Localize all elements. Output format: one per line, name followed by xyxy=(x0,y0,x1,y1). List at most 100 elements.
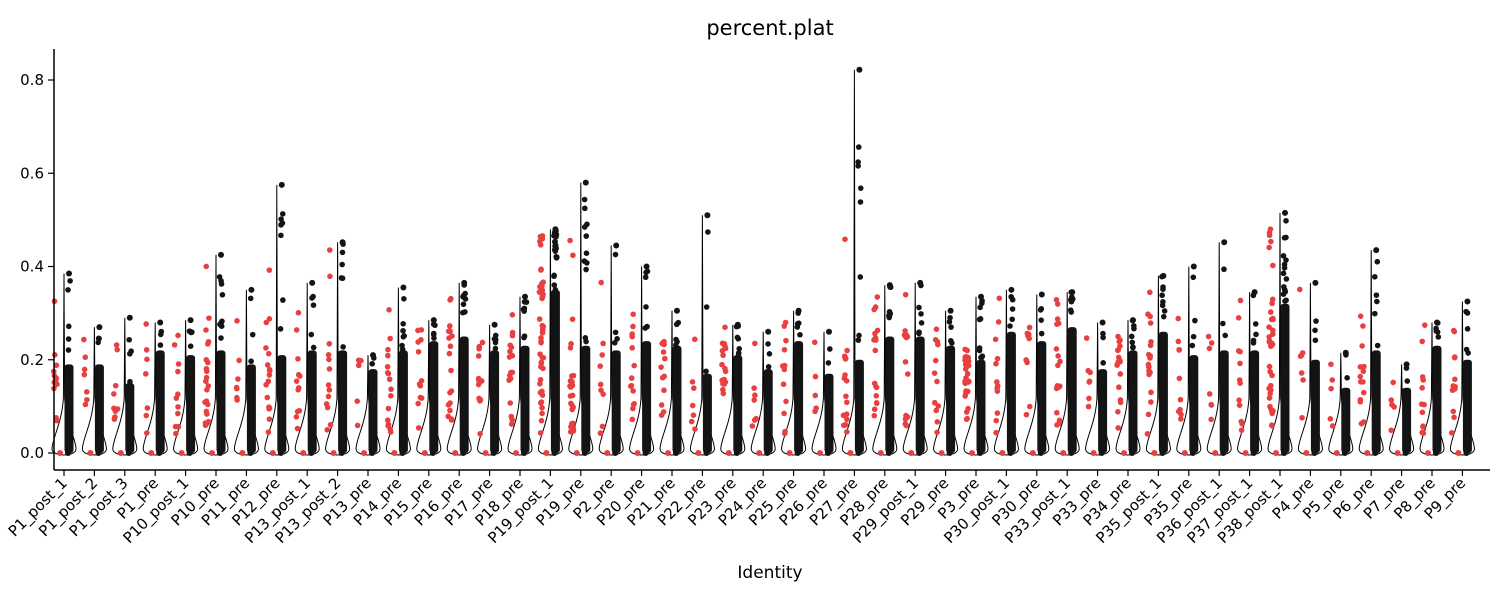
point-red xyxy=(658,364,664,370)
point-red xyxy=(446,350,453,357)
point-dark-outlier xyxy=(674,338,680,345)
dense-points-P30_pre xyxy=(1037,341,1047,453)
zero-point-red xyxy=(847,450,854,456)
point-red-outlier xyxy=(721,340,728,347)
point-red xyxy=(931,370,938,376)
point-red xyxy=(263,381,269,388)
point-red xyxy=(1270,327,1276,334)
point-dark-outlier xyxy=(1371,274,1378,280)
max-point-P18_pre xyxy=(522,293,528,300)
point-dark-outlier xyxy=(399,342,405,349)
point-dark-outlier xyxy=(1250,340,1257,346)
point-dark-outlier xyxy=(553,255,560,261)
point-dark-outlier xyxy=(612,251,619,258)
point-dark-outlier xyxy=(1344,374,1350,381)
point-red xyxy=(1239,421,1245,427)
point-dark-outlier xyxy=(1159,292,1165,299)
point-red xyxy=(874,327,881,334)
point-red xyxy=(569,402,575,409)
point-red xyxy=(1360,419,1367,425)
point-red xyxy=(1116,384,1122,391)
point-red xyxy=(688,418,695,425)
point-red xyxy=(1270,315,1276,322)
point-red xyxy=(994,410,1001,416)
point-red-outlier xyxy=(234,318,240,324)
point-dark-outlier xyxy=(1220,320,1226,327)
zero-point-red xyxy=(482,450,489,456)
point-dark-outlier xyxy=(551,232,557,239)
dense-points-P13_pre xyxy=(368,369,378,453)
point-dark-outlier xyxy=(1130,344,1136,350)
point-red xyxy=(964,415,971,422)
point-red xyxy=(994,379,1000,385)
point-red-outlier xyxy=(811,339,818,346)
point-dark-outlier xyxy=(825,360,832,366)
dense-points-P8_pre xyxy=(1432,345,1442,453)
point-dark-outlier xyxy=(1372,310,1378,317)
dense-points-P27_pre xyxy=(854,359,864,453)
point-dark-outlier xyxy=(916,329,922,335)
point-red-outlier xyxy=(1235,315,1242,321)
point-red xyxy=(1360,389,1367,396)
point-red-outlier xyxy=(1267,226,1274,233)
max-point-P13_post_2 xyxy=(339,239,346,246)
point-red xyxy=(751,385,757,391)
point-red-outlier xyxy=(113,342,120,348)
point-dark-outlier xyxy=(1131,322,1137,329)
point-dark-outlier xyxy=(95,335,102,342)
point-red xyxy=(1115,408,1121,415)
point-red xyxy=(1086,378,1093,385)
zero-point-red xyxy=(1242,450,1249,456)
max-point-P16_pre xyxy=(461,279,468,286)
point-red xyxy=(266,416,273,422)
point-dark-outlier xyxy=(703,304,710,310)
zero-point-dark xyxy=(1402,450,1409,456)
point-red xyxy=(233,384,240,391)
point-red-outlier xyxy=(263,319,270,326)
point-red xyxy=(843,393,849,400)
point-dark-outlier xyxy=(946,319,953,325)
max-point-P30_post_1 xyxy=(1008,286,1015,293)
point-dark-outlier xyxy=(157,342,164,348)
point-dark-outlier xyxy=(340,344,346,350)
dense-points-P37_post_1 xyxy=(1250,350,1260,453)
zero-point-red xyxy=(817,450,823,456)
point-dark-outlier xyxy=(280,297,286,303)
max-point-P20_pre xyxy=(643,263,650,270)
point-red xyxy=(1054,409,1060,416)
point-dark-outlier xyxy=(1100,334,1106,341)
point-dark-outlier xyxy=(186,328,193,335)
point-red xyxy=(143,347,150,353)
dense-points-P26_pre xyxy=(824,373,834,453)
point-red-outlier xyxy=(932,336,939,343)
zero-point-red xyxy=(756,450,763,456)
zero-point-dark xyxy=(1159,450,1166,456)
max-point-P28_pre xyxy=(886,282,893,289)
max-point-P35_pre xyxy=(1190,263,1197,270)
point-red xyxy=(630,401,637,408)
point-red xyxy=(780,381,787,388)
point-red xyxy=(385,352,391,359)
point-red xyxy=(144,356,150,363)
point-dark-outlier xyxy=(310,293,316,300)
max-point-P26_pre xyxy=(826,328,832,335)
max-point-P1_post_2 xyxy=(96,324,103,331)
point-dark-outlier xyxy=(462,290,468,297)
point-red xyxy=(539,404,545,411)
dense-points-P33_pre xyxy=(1098,369,1108,453)
point-red xyxy=(962,366,969,372)
point-red xyxy=(722,368,729,375)
point-red xyxy=(538,389,545,396)
point-dark-outlier xyxy=(249,331,256,338)
point-red-outlier xyxy=(509,312,516,318)
point-red xyxy=(1237,380,1243,386)
point-dark-outlier xyxy=(766,351,773,357)
point-red-outlier xyxy=(205,338,212,345)
point-red xyxy=(1145,361,1152,368)
zero-point-dark xyxy=(1250,450,1257,456)
point-dark-outlier xyxy=(794,320,801,327)
point-dark-outlier xyxy=(1312,327,1318,334)
point-red-outlier xyxy=(871,306,877,313)
zero-point-red xyxy=(543,450,550,456)
zero-point-dark xyxy=(885,450,892,456)
